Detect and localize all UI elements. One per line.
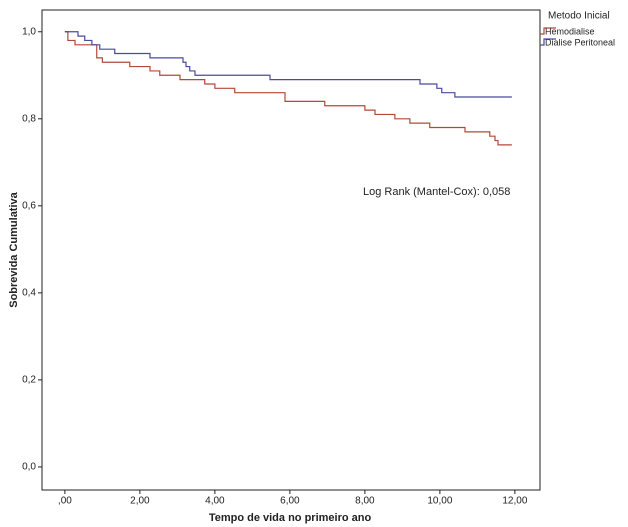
legend-label: Hemodialise: [545, 26, 595, 36]
annotation: Log Rank (Mantel-Cox): 0,058: [363, 186, 510, 198]
plot-frame: [41, 9, 541, 491]
legend-label: Dialise Peritoneal: [545, 37, 615, 47]
survival-line: [64, 31, 512, 98]
x-tick-label: 4,00: [205, 496, 225, 507]
y-tick-label: 0,0: [22, 462, 36, 473]
x-tick-label: 12,00: [502, 496, 527, 507]
x-tick-label: 2,00: [130, 496, 150, 507]
y-tick-label: 0,2: [22, 375, 36, 386]
x-axis-label: Tempo de vida no primeiro ano: [209, 512, 372, 524]
x-tick-label: 6,00: [280, 496, 300, 507]
y-tick-label: 1,0: [22, 26, 36, 37]
x-tick-label: ,00: [58, 496, 72, 507]
legend-swatch: [540, 38, 556, 46]
x-tick-label: 10,00: [427, 496, 452, 507]
y-tick-label: 0,8: [22, 113, 36, 124]
y-tick-label: 0,4: [22, 288, 36, 299]
x-tick-label: 8,00: [355, 496, 375, 507]
survival-line: [64, 31, 512, 146]
legend-title: Metodo Inicial: [548, 11, 610, 22]
legend-swatch: [540, 27, 556, 35]
y-tick-label: 0,6: [22, 200, 36, 211]
y-axis-label: Sobrevida Cumulativa: [8, 191, 20, 307]
